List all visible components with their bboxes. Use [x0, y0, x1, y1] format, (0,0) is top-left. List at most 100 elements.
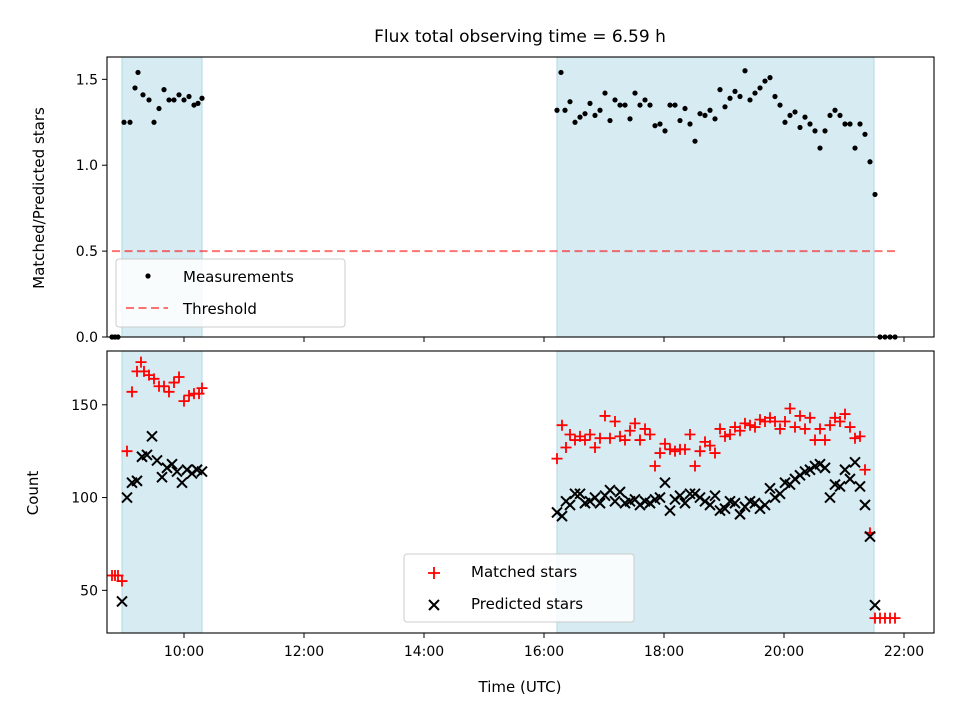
matched-star-point — [551, 453, 563, 465]
matched-star-point — [804, 412, 816, 424]
measurement-point — [817, 145, 823, 151]
matched-star-point — [594, 432, 606, 444]
measurement-point — [166, 97, 172, 103]
predicted-star-point — [719, 502, 731, 515]
y-tick-label: 0.5 — [76, 244, 98, 260]
predicted-star-point — [844, 473, 856, 485]
matched-star-point — [193, 388, 205, 400]
measurement-point — [554, 107, 560, 113]
x-axis-label: Time (UTC) — [478, 678, 562, 696]
legend-box — [403, 553, 635, 623]
predicted-star-point — [131, 475, 143, 487]
matched-star-point — [744, 419, 756, 431]
matched-star-point — [834, 416, 846, 427]
measurement-point — [632, 90, 638, 96]
measurement-point — [862, 131, 868, 137]
predicted-star-point — [604, 484, 616, 496]
matched-star-point — [178, 395, 190, 407]
matched-star-point — [196, 382, 208, 394]
predicted-star-point — [869, 599, 881, 611]
measurement-point — [127, 119, 133, 125]
measurement-point — [762, 78, 768, 84]
matched-star-point — [604, 432, 616, 444]
matched-star-point — [168, 377, 180, 389]
predicted-star-point — [614, 486, 626, 498]
predicted-star-point — [849, 456, 861, 469]
legend-marker-measurements — [145, 273, 151, 279]
matched-star-point — [116, 575, 128, 587]
measurement-point — [677, 117, 683, 124]
measurement-point — [587, 100, 593, 106]
measurement-point — [592, 112, 598, 119]
matched-star-point — [664, 443, 676, 455]
matched-star-point — [849, 432, 861, 444]
matched-star-point — [556, 419, 568, 431]
measurement-point — [822, 128, 828, 134]
predicted-star-point — [864, 530, 876, 543]
measurement-point — [146, 97, 152, 103]
matched-star-point — [158, 380, 170, 392]
matched-star-point — [684, 428, 696, 440]
predicted-star-point — [824, 491, 836, 504]
predicted-star-point — [569, 488, 581, 500]
predicted-star-point — [196, 465, 208, 478]
measurement-point — [827, 112, 833, 119]
measurement-point — [717, 87, 723, 93]
x-tick-label: 16:00 — [524, 644, 564, 660]
predicted-star-point — [729, 497, 741, 509]
x-tick-label: 20:00 — [764, 644, 804, 660]
measurement-point — [617, 102, 623, 108]
measurement-point — [597, 107, 603, 113]
measurement-point — [872, 191, 878, 198]
measurement-point — [181, 97, 187, 103]
matched-star-point — [148, 373, 160, 385]
measurement-point — [812, 128, 818, 134]
matched-star-point — [789, 421, 801, 433]
predicted-star-point — [774, 488, 786, 500]
axes-frame — [106, 56, 935, 338]
matched-star-point — [619, 434, 631, 446]
y-tick-label: 1.5 — [76, 72, 98, 88]
predicted-star-point — [166, 458, 178, 470]
measurement-point — [797, 124, 803, 131]
measurement-point — [792, 109, 798, 115]
matched-star-point — [814, 423, 826, 435]
measurement-point — [652, 123, 658, 129]
matched-star-point — [173, 371, 185, 383]
predicted-star-point — [146, 430, 158, 443]
measurement-point — [186, 93, 192, 100]
measurement-point — [171, 97, 177, 103]
predicted-star-point — [141, 449, 153, 461]
matched-star-point — [689, 460, 701, 472]
y-axis-label-count: Count — [24, 471, 42, 516]
predicted-star-point — [674, 490, 686, 502]
predicted-star-point — [679, 497, 691, 509]
measurement-point — [572, 119, 578, 125]
predicted-star-point — [116, 595, 128, 608]
measurement-point — [857, 121, 863, 127]
measurement-point — [135, 69, 141, 76]
matched-star-point — [824, 419, 836, 431]
measurement-point — [156, 105, 162, 112]
matched-star-point — [589, 441, 601, 453]
matched-star-point — [112, 569, 124, 581]
matched-star-point — [609, 416, 621, 427]
measurement-point — [722, 104, 728, 110]
measurement-point — [842, 121, 848, 127]
measurement-point — [747, 97, 753, 103]
measurement-point — [767, 75, 773, 81]
measurement-point — [737, 93, 743, 100]
measurement-point — [191, 102, 197, 108]
predicted-star-point — [176, 477, 188, 489]
legend-box — [115, 258, 346, 328]
measurement-point — [832, 107, 838, 113]
matched-star-point — [679, 443, 691, 455]
matched-star-point — [794, 410, 806, 422]
predicted-star-point — [859, 499, 871, 511]
measurement-point — [647, 102, 653, 108]
matched-star-point — [579, 434, 591, 446]
legend-label: Threshold — [182, 300, 257, 318]
matched-star-point — [784, 403, 796, 415]
measurement-point — [692, 138, 698, 144]
legend-label: Measurements — [183, 268, 294, 286]
